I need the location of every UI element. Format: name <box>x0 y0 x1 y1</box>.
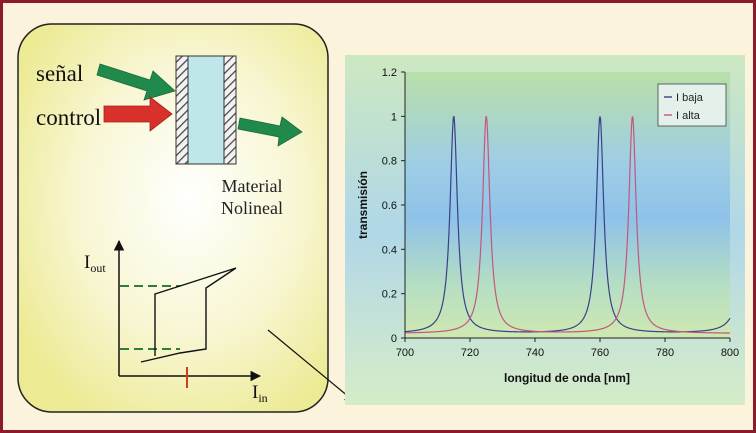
series-line-i-alta <box>404 116 730 334</box>
y-tick-label: 0 <box>391 333 397 345</box>
y-tick-label: 0.6 <box>382 200 397 212</box>
legend-box <box>657 83 727 127</box>
hysteresis-loop <box>140 267 237 363</box>
iout-label: Iout <box>84 252 106 275</box>
control-arrow-icon <box>103 96 173 132</box>
series-line-i-baja <box>404 116 731 333</box>
y-tick-label: 0.4 <box>382 244 397 256</box>
legend: I baja I alta <box>657 83 727 127</box>
x-tick-label: 800 <box>721 347 739 359</box>
iin-label-main: I <box>252 382 258 403</box>
material-slab <box>175 55 237 165</box>
series-lines <box>404 116 731 334</box>
x-ticks: 700 720 740 760 780 800 <box>396 338 739 359</box>
signal-arrow-icon <box>96 63 176 101</box>
x-axis-label: longitud de onda [nm] <box>504 371 630 385</box>
iout-label-main: I <box>84 252 90 273</box>
legend-label-i-alta: I alta <box>676 110 701 122</box>
iin-label-sub: in <box>258 391 267 405</box>
x-tick-label: 740 <box>526 347 544 359</box>
output-arrow-icon <box>237 116 303 147</box>
hysteresis-plot: Iout Iin <box>84 239 268 405</box>
y-tick-label: 0.2 <box>382 289 397 301</box>
y-axis-label: transmisión <box>356 171 370 239</box>
control-label: control <box>36 105 101 130</box>
signal-label: señal <box>36 61 83 86</box>
iout-label-sub: out <box>90 261 106 275</box>
transmission-chart: 0 0.2 0.4 0.6 0.8 1 1.2 700 720 740 760 780 800 tra… <box>345 55 745 405</box>
connector-arrow <box>267 329 356 403</box>
material-label-line2: Nolineal <box>221 198 283 218</box>
x-tick-label: 720 <box>461 347 479 359</box>
y-tick-label: 1 <box>391 111 397 123</box>
x-tick-label: 760 <box>591 347 609 359</box>
y-tick-label: 1.2 <box>382 67 397 79</box>
nonlinear-material-panel: señal control Material Nolineal Iout Iin <box>17 23 329 413</box>
x-tick-label: 700 <box>396 347 414 359</box>
material-label-line1: Material <box>222 176 283 196</box>
y-ticks: 0 0.2 0.4 0.6 0.8 1 1.2 <box>382 67 405 345</box>
x-tick-label: 780 <box>656 347 674 359</box>
legend-label-i-baja: I baja <box>676 92 704 104</box>
y-tick-label: 0.8 <box>382 156 397 168</box>
iin-label: Iin <box>252 382 268 405</box>
